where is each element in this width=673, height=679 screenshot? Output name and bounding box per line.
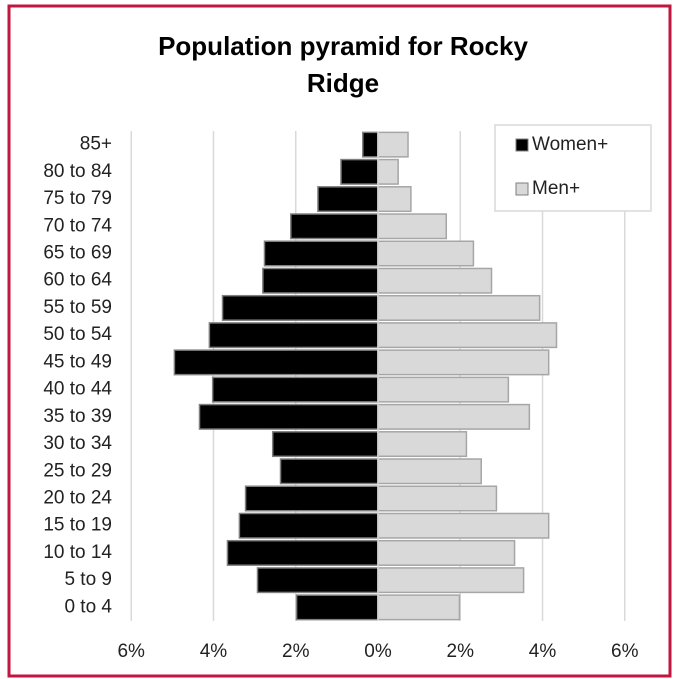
y-tick-label: 5 to 9 — [64, 569, 112, 590]
bar — [340, 158, 379, 185]
x-tick-label: 6% — [117, 641, 145, 662]
x-tick-label: 6% — [611, 641, 639, 662]
y-tick-label: 75 to 79 — [43, 188, 112, 209]
bar — [377, 431, 468, 458]
bar — [221, 294, 379, 321]
bar — [377, 294, 541, 321]
bar — [377, 240, 475, 267]
bar — [198, 403, 379, 430]
y-tick-label: 10 to 14 — [43, 542, 112, 563]
y-tick-label: 35 to 39 — [43, 406, 112, 427]
bar — [211, 376, 379, 403]
x-tick-label: 2% — [447, 641, 475, 662]
x-tick-label: 4% — [529, 641, 557, 662]
bar — [244, 485, 379, 512]
bar — [271, 431, 379, 458]
x-tick-label: 0% — [364, 641, 392, 662]
bar — [238, 512, 379, 539]
bar — [290, 213, 379, 240]
y-tick-label: 60 to 64 — [43, 270, 112, 291]
legend-swatch — [515, 182, 529, 196]
bar — [256, 567, 379, 594]
bar — [377, 213, 448, 240]
bar — [377, 539, 516, 566]
legend-label: Men+ — [532, 178, 580, 199]
bar — [377, 567, 525, 594]
bar — [377, 131, 409, 158]
bar — [295, 594, 379, 621]
y-tick-label: 50 to 54 — [43, 324, 112, 345]
x-tick-label: 4% — [200, 641, 228, 662]
y-tick-label: 45 to 49 — [43, 351, 112, 372]
legend-swatch — [515, 138, 529, 152]
y-tick-label: 40 to 44 — [43, 379, 112, 400]
y-tick-label: 65 to 69 — [43, 243, 112, 264]
y-tick-label: 0 to 4 — [64, 596, 112, 617]
bar — [362, 131, 379, 158]
bar — [377, 349, 550, 376]
chart-title: Population pyramid for Rocky Ridge — [158, 31, 528, 98]
y-tick-label: 85+ — [80, 134, 112, 155]
bar — [317, 186, 379, 213]
bar — [377, 186, 412, 213]
bar — [377, 267, 493, 294]
bar — [377, 376, 510, 403]
bar — [377, 485, 498, 512]
y-tick-label: 25 to 29 — [43, 460, 112, 481]
y-tick-label: 15 to 19 — [43, 515, 112, 536]
bar — [262, 267, 379, 294]
bar — [377, 322, 558, 349]
y-tick-label: 20 to 24 — [43, 488, 112, 509]
bar — [208, 322, 379, 349]
y-tick-label: 30 to 34 — [43, 433, 112, 454]
y-tick-label: 80 to 84 — [43, 161, 112, 182]
bar — [377, 403, 531, 430]
bar — [377, 158, 399, 185]
legend-label: Women+ — [532, 134, 608, 155]
bar — [279, 458, 379, 485]
bar — [173, 349, 379, 376]
bar — [377, 512, 550, 539]
x-tick-label: 2% — [282, 641, 310, 662]
bar — [377, 594, 461, 621]
y-tick-label: 70 to 74 — [43, 215, 112, 236]
bar — [377, 458, 482, 485]
bar — [263, 240, 379, 267]
bar — [226, 539, 379, 566]
y-tick-label: 55 to 59 — [43, 297, 112, 318]
